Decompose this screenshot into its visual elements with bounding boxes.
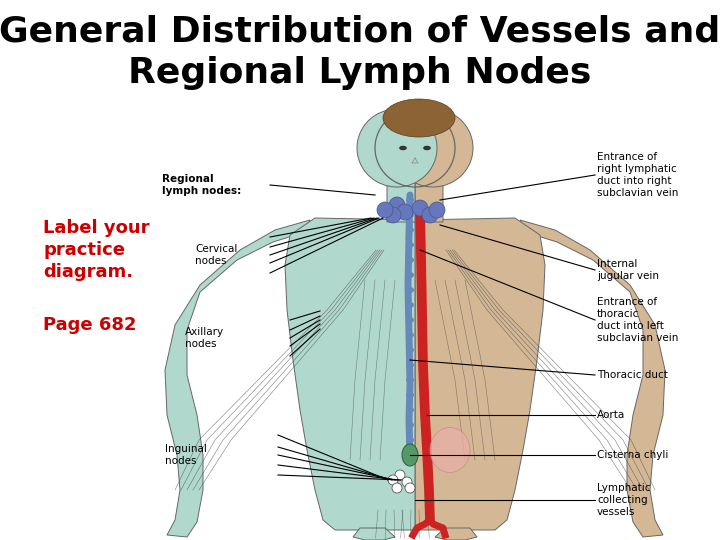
Ellipse shape: [406, 197, 414, 203]
Ellipse shape: [406, 272, 414, 278]
Polygon shape: [435, 528, 477, 540]
Circle shape: [429, 202, 445, 218]
Ellipse shape: [406, 452, 414, 458]
Ellipse shape: [406, 317, 414, 323]
Ellipse shape: [406, 362, 414, 368]
Circle shape: [377, 202, 393, 218]
Polygon shape: [165, 220, 310, 537]
Ellipse shape: [423, 146, 431, 150]
Circle shape: [412, 200, 428, 216]
Circle shape: [422, 207, 438, 223]
Ellipse shape: [383, 99, 455, 137]
Polygon shape: [415, 218, 545, 530]
Ellipse shape: [430, 428, 470, 472]
Ellipse shape: [406, 257, 414, 263]
Ellipse shape: [406, 287, 414, 293]
Polygon shape: [285, 218, 415, 530]
Ellipse shape: [406, 332, 414, 338]
Ellipse shape: [406, 212, 414, 218]
Text: General Distribution of Vessels and
Regional Lymph Nodes: General Distribution of Vessels and Regi…: [0, 15, 720, 90]
Text: Regional
lymph nodes:: Regional lymph nodes:: [162, 174, 241, 196]
Ellipse shape: [393, 109, 473, 187]
Polygon shape: [415, 175, 443, 222]
Ellipse shape: [357, 109, 437, 187]
Circle shape: [385, 207, 401, 223]
Text: Cervical
nodes: Cervical nodes: [195, 244, 238, 266]
Ellipse shape: [406, 392, 414, 398]
Ellipse shape: [406, 302, 414, 308]
Ellipse shape: [406, 227, 414, 233]
Circle shape: [402, 477, 412, 487]
Text: Inguinal
nodes: Inguinal nodes: [165, 444, 207, 466]
Polygon shape: [387, 175, 415, 222]
Circle shape: [392, 483, 402, 493]
Circle shape: [395, 470, 405, 480]
Circle shape: [397, 204, 413, 220]
Text: Axillary
nodes: Axillary nodes: [185, 327, 224, 349]
Ellipse shape: [406, 242, 414, 248]
Ellipse shape: [406, 377, 414, 383]
Text: Cisterna chyli: Cisterna chyli: [597, 450, 668, 460]
Text: Page 682: Page 682: [43, 316, 137, 334]
Text: Label your
practice
diagram.: Label your practice diagram.: [43, 219, 150, 281]
Text: Aorta: Aorta: [597, 410, 625, 420]
Ellipse shape: [406, 422, 414, 428]
Text: Entrance of
thoracic
duct into left
subclavian vein: Entrance of thoracic duct into left subc…: [597, 297, 678, 343]
Circle shape: [388, 475, 398, 485]
Ellipse shape: [406, 347, 414, 353]
Text: Entrance of
right lymphatic
duct into right
subclavian vein: Entrance of right lymphatic duct into ri…: [597, 152, 678, 198]
Ellipse shape: [406, 407, 414, 413]
Text: Lymphatic
collecting
vessels: Lymphatic collecting vessels: [597, 483, 650, 517]
Ellipse shape: [400, 146, 407, 150]
Ellipse shape: [402, 444, 418, 466]
Text: Internal
jugular vein: Internal jugular vein: [597, 259, 659, 281]
Polygon shape: [520, 220, 665, 537]
Text: Thoracic duct: Thoracic duct: [597, 370, 668, 380]
Ellipse shape: [406, 437, 414, 443]
Circle shape: [405, 483, 415, 493]
Polygon shape: [353, 528, 395, 540]
Circle shape: [389, 197, 405, 213]
